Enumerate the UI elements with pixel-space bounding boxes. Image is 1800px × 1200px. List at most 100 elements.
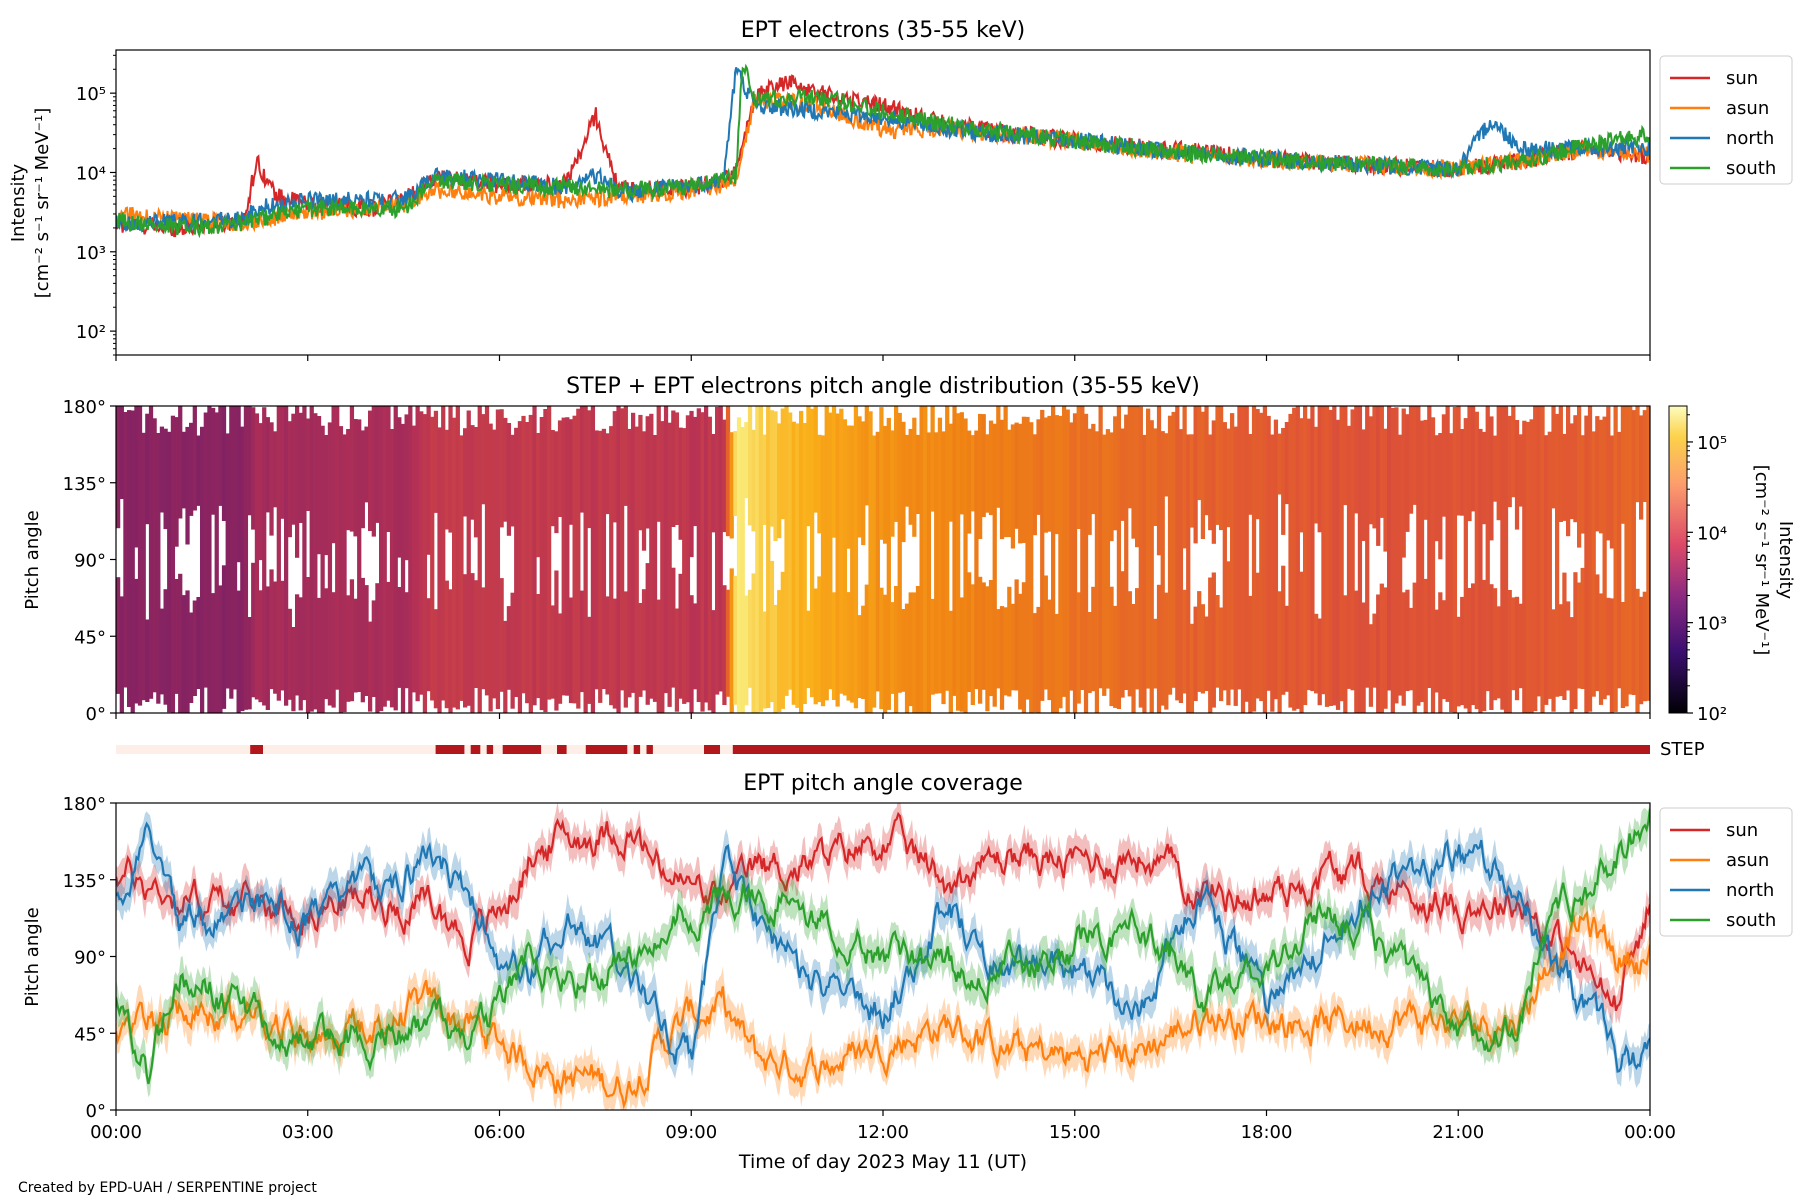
heatmap-cell [609,426,614,706]
heatmap-cell [937,417,943,694]
heatmap-cell [1438,592,1443,713]
heatmap-cell [422,414,428,713]
heatmap-cell [872,435,877,708]
pitch-coverage-xtick-label: 15:00 [1049,1122,1101,1143]
heatmap-cell [1043,417,1048,533]
heatmap-cell [568,419,574,525]
heatmap-cell [634,426,639,713]
intensity-legend-label-north: north [1726,128,1774,149]
heatmap-cell [674,608,680,712]
heatmap-cell [1317,406,1322,533]
heatmap-cell [1580,435,1585,534]
heatmap-cell [174,417,179,547]
heatmap-cell [1518,603,1523,689]
step-strip-on-interval [646,745,653,754]
heatmap-cell [470,573,475,713]
heatmap-cell [875,431,880,692]
heatmap-cell [1237,406,1242,690]
heatmap-cell [1317,618,1322,706]
heatmap-cell [974,430,979,690]
heatmap-cell [393,406,398,711]
pitch-coverage-xtick-label: 00:00 [1624,1122,1676,1143]
heatmap-cell [1025,416,1030,700]
heatmap-cell [879,407,884,540]
pitch-coverage-x-axis: 00:00 03:00 06:00 09:00 12:00 15:00 18:00 21:00… [90,1110,1676,1143]
heatmap-cell [959,597,964,712]
pitch-coverage-xtick-label: 12:00 [857,1122,909,1143]
heatmap-cell [287,608,292,700]
heatmap-cell [1617,431,1622,689]
heatmap-cell [620,408,625,691]
heatmap-cell [320,425,325,713]
heatmap-cell [1492,435,1498,502]
heatmap-cell [700,412,705,712]
heatmap-cell [999,419,1005,540]
intensity-legend: sun asun north south [1659,55,1793,185]
heatmap-cell [766,406,771,708]
heatmap-cell [788,412,793,690]
heatmap-cell [1208,577,1213,713]
heatmap-cell [718,406,723,692]
heatmap-cell [1460,429,1465,516]
heatmap-cell [1124,414,1129,690]
heatmap-cell [605,433,610,515]
heatmap-cell [1383,587,1388,709]
heatmap-cell [386,581,391,701]
heatmap-cell [1215,406,1220,525]
heatmap-cell [729,568,734,713]
step-strip-on-interval [435,745,465,754]
heatmap-cell [276,406,281,701]
heatmap-cell [1635,588,1640,713]
heatmap-cell [1639,596,1644,705]
heatmap-cell [883,425,888,544]
colorbar-label-line2: [cm⁻² s⁻¹ sr⁻¹ MeV⁻¹] [1751,465,1772,656]
heatmap-cell [1186,434,1191,713]
heatmap-cell [335,406,340,690]
heatmap-cell [221,406,227,521]
heatmap-cell [1156,406,1162,556]
heatmap-cell [780,571,785,709]
heatmap-cell [864,406,869,506]
heatmap-cell [1376,406,1381,546]
pitch-heatmap-ytick-label: 180° [63,397,106,418]
heatmap-cell [448,406,453,533]
heatmap-cell [1401,592,1406,706]
heatmap-cell [1595,416,1600,532]
heatmap-cell [956,413,961,711]
heatmap-cell [1120,428,1125,521]
heatmap-cell [1197,406,1202,501]
heatmap-cell [463,574,468,708]
heatmap-cell [258,590,263,703]
colorbar-tick-label: 10⁴ [1697,523,1727,544]
heatmap-cell [305,577,311,713]
colorbar-label-line1: Intensity [1775,521,1796,600]
heatmap-cell [696,408,701,702]
heatmap-cell [883,594,888,713]
heatmap-cell [397,417,402,558]
heatmap-cell [130,410,135,713]
coverage-band-asun [116,896,1650,1110]
heatmap-cell [1003,607,1008,696]
heatmap-cell [247,406,252,516]
heatmap-cell [510,592,515,709]
heatmap-cell [473,427,479,538]
heatmap-cell [729,432,734,539]
heatmap-cell [1069,422,1074,691]
heatmap-cell [280,580,285,691]
step-strip-on-interval [732,745,1650,754]
heatmap-cell [1292,407,1297,711]
heatmap-cell [919,406,924,713]
footer-credit: Created by EPD-UAH / SERPENTINE project [18,1180,317,1196]
heatmap-cell [163,428,168,530]
heatmap-cell [1525,421,1531,713]
heatmap-cell [970,584,975,705]
heatmap-cell [616,406,621,713]
pitch-coverage-legend-label-north: north [1726,880,1774,901]
heatmap-cell [1566,601,1571,691]
heatmap-cell [1032,434,1037,536]
heatmap-cell [828,412,833,690]
heatmap-cell [499,409,504,528]
heatmap-cell [583,406,588,713]
heatmap-cell [1072,413,1078,713]
heatmap-cell [1222,422,1227,691]
